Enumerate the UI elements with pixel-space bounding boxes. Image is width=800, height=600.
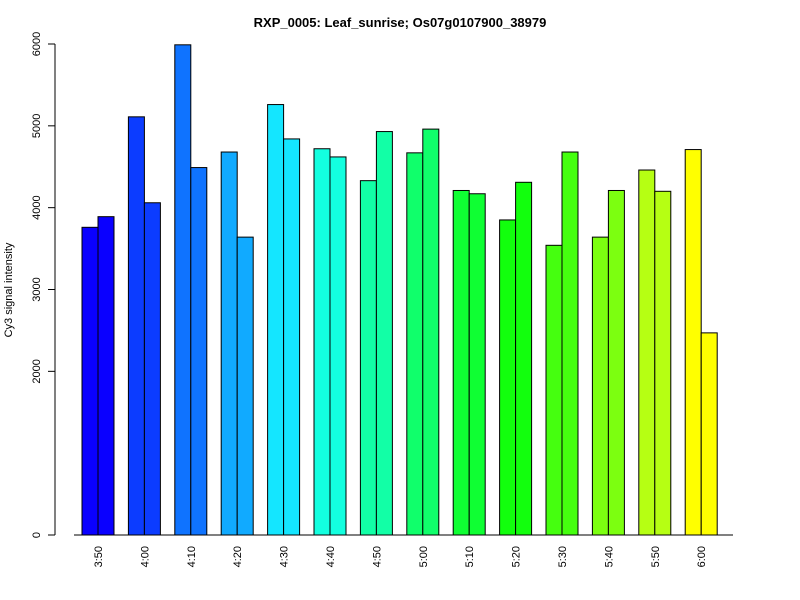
x-tick-label: 5:10: [464, 546, 476, 567]
x-tick-label: 6:00: [696, 546, 708, 567]
bar-350-1: [81, 226, 99, 536]
bar-430-1: [267, 104, 285, 536]
bar-600-2: [700, 332, 718, 536]
x-tick-label: 4:00: [139, 546, 151, 567]
x-tick-label: 5:20: [511, 546, 523, 567]
bar-500-1: [406, 152, 424, 536]
bar-530-2: [561, 151, 579, 536]
y-tick-label: 4000: [31, 195, 43, 219]
y-axis-ticks: 0 2000 3000 4000 5000 6000: [31, 32, 55, 538]
x-tick-label: 4:30: [279, 546, 291, 567]
bar-550-2: [654, 190, 672, 536]
y-tick-label: 0: [31, 532, 43, 538]
y-tick-label: 3000: [31, 277, 43, 301]
bar-450-2: [375, 131, 393, 536]
bar-550-1: [638, 169, 656, 536]
x-tick-label: 5:50: [650, 546, 662, 567]
bar-530-1: [545, 244, 563, 536]
bar-410-2: [190, 167, 208, 536]
bar-510-1: [452, 189, 470, 536]
bar-430-2: [283, 138, 301, 536]
y-tick-label: 5000: [31, 114, 43, 138]
bar-600-1: [684, 149, 702, 536]
bar-400-1: [127, 116, 145, 536]
bar-520-2: [515, 181, 533, 536]
x-tick-label: 3:50: [93, 546, 105, 567]
x-tick-label: 5:40: [603, 546, 615, 567]
x-tick-label: 5:00: [418, 546, 430, 567]
x-tick-label: 4:10: [186, 546, 198, 567]
bar-420-1: [220, 151, 238, 536]
bar-420-2: [236, 236, 254, 536]
x-tick-label: 4:40: [325, 546, 337, 567]
bar-450-1: [359, 180, 377, 536]
bar-540-1: [591, 236, 609, 536]
bar-400-2: [143, 202, 161, 536]
x-tick-label: 4:50: [371, 546, 383, 567]
bar-350-2: [97, 216, 115, 536]
bar-510-2: [468, 193, 486, 536]
y-tick-label: 2000: [31, 359, 43, 383]
chart-title: RXP_0005: Leaf_sunrise; Os07g0107900_389…: [254, 15, 547, 30]
bar-520-1: [499, 219, 517, 536]
y-tick-label: 6000: [31, 32, 43, 56]
bar-440-2: [329, 156, 347, 536]
bar-500-2: [422, 128, 440, 536]
bar-410-1: [174, 44, 192, 536]
bar-440-1: [313, 148, 331, 536]
bar-540-2: [607, 189, 625, 536]
bars-group: [81, 44, 718, 536]
y-axis-label: Cy3 signal intensity: [3, 242, 15, 337]
x-tick-label: 4:20: [232, 546, 244, 567]
x-tick-label: 5:30: [557, 546, 569, 567]
x-axis-ticks: 3:50 4:00 4:10 4:20 4:30 4:40 4:50 5:00 5:10 5:20…: [93, 546, 708, 567]
